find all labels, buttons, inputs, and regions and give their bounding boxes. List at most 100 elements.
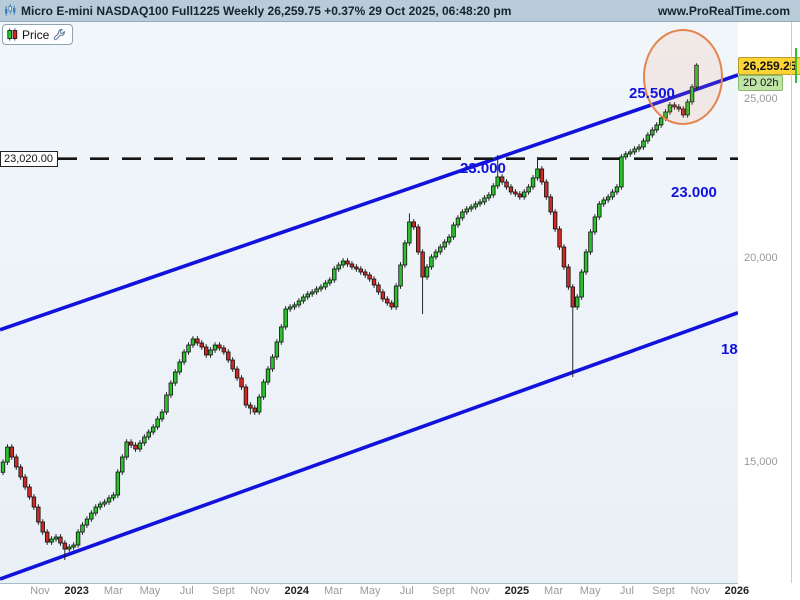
candle-body — [570, 286, 575, 308]
candle-body — [566, 266, 571, 288]
time-axis-month-label: May — [359, 585, 381, 597]
candle-body — [513, 191, 518, 195]
candle-body — [393, 285, 399, 308]
candle-body — [323, 282, 328, 288]
candle-body — [597, 203, 602, 218]
candle-body — [415, 226, 421, 253]
candle-body — [44, 531, 50, 543]
hline-price-label[interactable]: 23,020.00 — [0, 150, 58, 167]
candle-body — [544, 181, 549, 198]
candle-body — [632, 148, 637, 153]
candle-body — [579, 271, 584, 298]
price-axis-tick: 25,000 — [744, 93, 778, 106]
candle-body — [628, 151, 633, 155]
candle-body — [199, 342, 204, 348]
candle-body — [654, 124, 659, 131]
candle-body — [583, 251, 589, 273]
wrench-icon[interactable] — [53, 28, 66, 41]
price-chart-canvas[interactable] — [0, 22, 738, 583]
time-axis-month-label: May — [139, 585, 161, 597]
candle-body — [548, 196, 553, 213]
candle-body — [168, 382, 174, 396]
trendline-lower-price-label[interactable]: 18.500 — [721, 341, 738, 358]
scroll-range-marker[interactable] — [795, 48, 797, 83]
candle-body — [672, 104, 677, 108]
time-axis-month-label: May — [579, 585, 601, 597]
time-axis[interactable]: Nov 2023 Mar May Jul Sept Nov 2024 Mar May Jul Sept… — [0, 584, 800, 600]
channel-upper-trendline[interactable] — [0, 73, 738, 332]
candle-body — [667, 104, 673, 113]
candle-body — [504, 181, 509, 188]
time-axis-month-label: Mar — [103, 585, 123, 597]
time-axis-year-label: 2023 — [64, 585, 89, 597]
chart-title: Micro E-mini NASDAQ100 Full1225 Weekly 2… — [21, 3, 512, 18]
candle-body — [402, 242, 408, 266]
candle-body — [623, 153, 628, 158]
time-axis-month-label: Sept — [212, 585, 235, 597]
candle-body — [84, 518, 90, 526]
candle-body — [340, 260, 346, 266]
candle-body — [469, 206, 474, 210]
candle-body — [221, 347, 227, 353]
time-axis-month-label: Jul — [179, 585, 194, 597]
candle-body — [398, 264, 403, 287]
candle-body — [636, 146, 642, 150]
candle-body — [5, 446, 10, 463]
candle-body — [164, 394, 169, 413]
candle-body — [115, 471, 121, 496]
candle-body — [283, 308, 288, 328]
candle-body — [27, 486, 32, 498]
resistance-price-label-left[interactable]: 23.000 — [460, 160, 506, 177]
candle-body — [256, 396, 262, 413]
candle-body — [530, 177, 536, 188]
resistance-price-label-right[interactable]: 23.000 — [671, 184, 717, 201]
candle-body — [495, 176, 500, 187]
candle-body — [22, 476, 28, 488]
highlight-ellipse[interactable] — [643, 29, 723, 125]
candle-body — [486, 194, 492, 199]
candle-body — [424, 266, 430, 278]
candle-body — [658, 117, 664, 126]
time-axis-month-label: Nov — [470, 585, 490, 597]
candle-body — [376, 284, 381, 293]
candle-body — [252, 407, 257, 413]
candle-body — [40, 521, 45, 533]
candle-body — [186, 344, 191, 353]
candle-body — [650, 129, 655, 136]
candle-body — [482, 197, 487, 203]
candle-body — [270, 356, 275, 370]
candle-body — [358, 268, 363, 273]
time-axis-month-label: Sept — [652, 585, 675, 597]
price-settings-button[interactable]: Price — [2, 24, 74, 45]
chart-plot-area[interactable]: ProRealTime Historical data adjusted on … — [0, 22, 738, 584]
time-axis-month-label: Sept — [432, 585, 455, 597]
candle-body — [71, 544, 76, 548]
candle-body — [318, 286, 324, 290]
candle-body — [58, 536, 63, 544]
candle-body — [552, 211, 558, 230]
website-link[interactable]: www.ProRealTime.com — [657, 3, 790, 18]
candle-body — [261, 381, 266, 398]
candle-body — [195, 338, 200, 344]
candle-body — [685, 101, 690, 116]
trendline-upper-price-label[interactable]: 25.500 — [629, 85, 675, 102]
time-axis-year-label: 2025 — [504, 585, 530, 597]
price-axis[interactable]: 26,259.25 2D 02h 25,000 20,000 15,000 — [738, 22, 800, 583]
candle-body — [97, 503, 103, 508]
candle-body — [208, 349, 213, 356]
candle-body — [539, 168, 545, 183]
candle-body — [614, 186, 620, 193]
time-axis-month-label: Jul — [619, 585, 634, 597]
candle-body — [239, 377, 244, 388]
candle-countdown-tag: 2D 02h — [738, 75, 784, 92]
candle-body — [420, 251, 425, 278]
price-axis-tick: 20,000 — [744, 251, 778, 264]
candle-body — [676, 106, 682, 110]
candle-body — [610, 191, 615, 198]
candle-body — [588, 231, 593, 253]
time-axis-month-label: Nov — [250, 585, 270, 597]
candle-body — [345, 260, 350, 265]
candle-body — [526, 186, 531, 193]
channel-lower-trendline[interactable] — [0, 311, 738, 581]
candle-body — [508, 186, 514, 193]
